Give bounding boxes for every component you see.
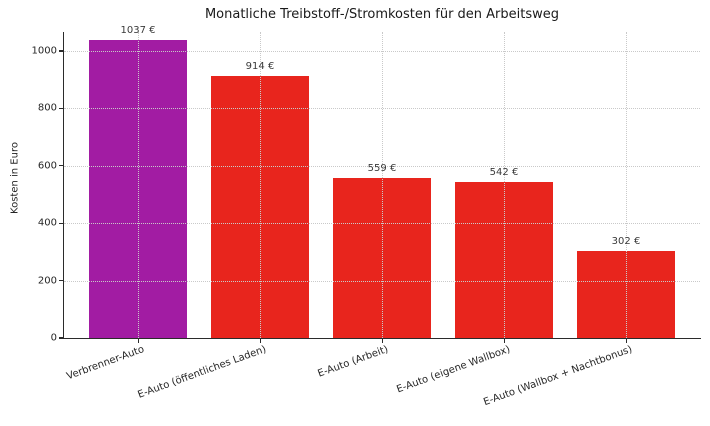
chart-title: Monatliche Treibstoff-/Stromkosten für d…: [204, 7, 560, 22]
x-tick-mark: [138, 339, 140, 343]
y-tick-mark: [59, 165, 63, 167]
grid-v-line: [138, 32, 139, 338]
y-tick-mark: [59, 222, 63, 224]
bar-value-label: 914 €: [245, 60, 275, 72]
x-axis-spine: [63, 337, 701, 339]
y-tick-label: 400: [37, 217, 57, 229]
x-tick-mark: [504, 339, 506, 343]
x-tick-label: E-Auto (eigene Wallbox): [395, 344, 512, 396]
y-tick-label: 1000: [31, 45, 57, 57]
y-tick-label: 600: [37, 160, 57, 172]
y-tick-label: 800: [37, 102, 57, 114]
bar-value-label: 1037 €: [120, 25, 156, 37]
y-axis-spine: [63, 32, 65, 338]
grid-v-line: [382, 32, 383, 338]
y-tick-mark: [59, 279, 63, 282]
x-tick-mark: [260, 339, 262, 343]
bar-value-label: 302 €: [611, 236, 641, 248]
y-tick-label: 0: [50, 332, 57, 344]
grid-v-line: [626, 32, 627, 338]
grid-v-line: [504, 32, 505, 338]
y-tick-mark: [59, 50, 63, 52]
x-tick-label: E-Auto (Arbeit): [316, 344, 390, 380]
x-tick-label: Verbrenner-Auto: [65, 344, 146, 383]
bar-value-label: 559 €: [367, 162, 397, 174]
x-tick-mark: [382, 339, 384, 343]
y-tick-label: 200: [37, 275, 57, 287]
bar-value-label: 542 €: [489, 167, 519, 179]
grid-v-line: [260, 32, 261, 338]
x-tick-mark: [626, 339, 628, 343]
x-tick-label: E-Auto (öffentliches Laden): [136, 344, 268, 401]
y-tick-mark: [59, 107, 63, 110]
y-axis-label: Kosten in Euro: [9, 142, 21, 214]
y-tick-mark: [59, 337, 63, 339]
